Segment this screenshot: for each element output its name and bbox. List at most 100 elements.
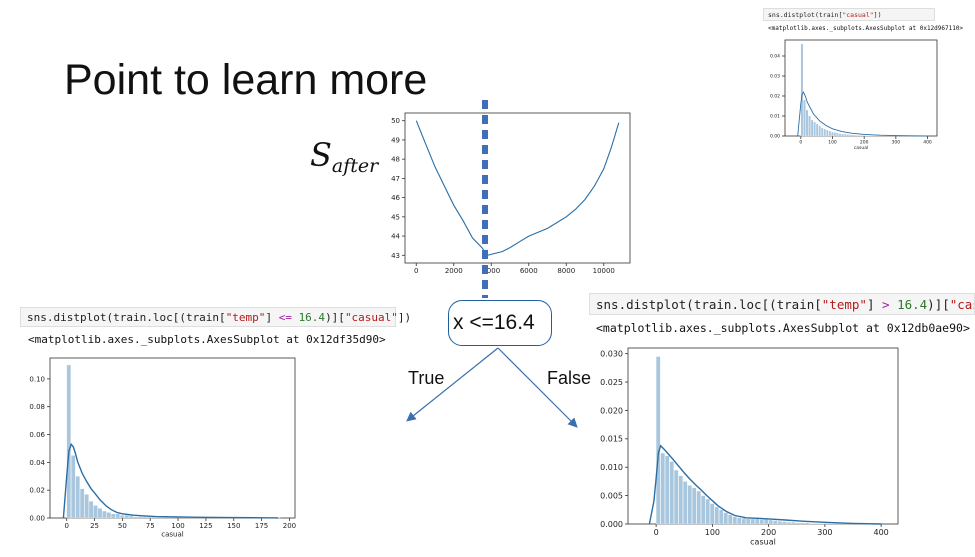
code-right-part-2: ] <box>866 297 882 312</box>
y-tick-label: 46 <box>391 194 400 202</box>
x-tick-label: 400 <box>873 528 888 537</box>
hist-bar <box>853 134 857 137</box>
hist-bar <box>111 513 116 519</box>
x-tick-label: 200 <box>283 522 296 530</box>
false-branch-arrow <box>497 347 578 428</box>
hist-bar <box>810 119 814 137</box>
hist-bar <box>137 516 143 519</box>
hist-bar <box>768 519 773 525</box>
hist-bar <box>120 515 125 519</box>
y-tick-label: 0.08 <box>29 403 45 411</box>
hist-bar <box>79 488 85 519</box>
hist-bar <box>808 523 814 525</box>
y-tick-label: 0.00 <box>770 134 780 140</box>
hist-bar <box>732 516 737 525</box>
split-node: x <=16.4 <box>448 300 552 346</box>
hist-bar <box>687 485 692 525</box>
x-axis-label: casual <box>161 530 184 538</box>
hist-bar <box>772 520 778 525</box>
y-tick-label: 50 <box>391 117 400 125</box>
hist-bar <box>736 517 742 525</box>
x-tick-label: 0 <box>414 267 418 275</box>
code-cell-left: sns.distplot(train.loc[(train["temp"] <=… <box>20 307 411 327</box>
hist-bar <box>75 476 80 519</box>
hist-bar <box>142 516 147 519</box>
y-tick-label: 49 <box>391 136 400 144</box>
hist-bar <box>858 135 862 137</box>
y-tick-label: 47 <box>391 175 400 183</box>
code-cell-right: sns.distplot(train.loc[(train["temp"] > … <box>589 293 975 315</box>
kde-line <box>62 442 279 519</box>
y-tick-label: 0.04 <box>29 459 45 467</box>
hist-bar <box>709 503 715 525</box>
split-node-label: x <=16.4 <box>453 311 535 334</box>
plot-frame <box>404 112 631 264</box>
hist-bar <box>84 494 89 519</box>
hist-bar <box>817 523 823 525</box>
hist-bar <box>800 43 804 137</box>
hist-bar <box>660 452 665 525</box>
code-right-part-3: > <box>882 297 890 312</box>
hist-bar <box>718 509 724 525</box>
y-tick-label: 44 <box>391 233 400 241</box>
hist-bar <box>805 109 809 137</box>
hist-bar <box>146 516 152 519</box>
hist-bar <box>673 469 679 525</box>
y-tick-label: 0.01 <box>770 114 780 120</box>
hist-bar <box>700 495 706 525</box>
code-top-part-2: ]) <box>873 11 882 19</box>
hist-bar <box>754 518 760 525</box>
slide-title: Point to learn more <box>64 56 428 104</box>
x-tick-label: 75 <box>146 522 155 530</box>
hist-bar <box>815 123 819 137</box>
hist-bar <box>822 523 827 525</box>
y-tick-label: 48 <box>391 156 400 164</box>
x-tick-label: 6000 <box>520 267 538 275</box>
x-axis-label: casual <box>750 538 776 547</box>
x-tick-label: 200 <box>761 528 776 537</box>
y-tick-label: 0.010 <box>600 463 623 472</box>
hist-bar <box>841 133 844 137</box>
hist-bar <box>790 522 796 525</box>
y-tick-label: 0.03 <box>770 74 780 80</box>
hist-bar <box>750 518 755 525</box>
plot-frame <box>49 357 296 519</box>
code-right-part-1: "temp" <box>821 297 867 312</box>
hist-bar <box>799 522 805 525</box>
hist-bar <box>864 135 867 137</box>
hist-bar <box>813 121 816 137</box>
y-tick-label: 0.005 <box>600 491 623 500</box>
code-left-part-2: ] <box>265 311 279 324</box>
hist-bar <box>88 501 94 519</box>
kde-line <box>797 91 928 137</box>
x-tick-label: 200 <box>860 140 869 146</box>
casual-le-chart: 0 25 50 75 100 125 150 175 200 0.00 0.02 0.04 0.06 0.… <box>29 357 296 538</box>
code-right-output: <matplotlib.axes._subplots.AxesSubplot a… <box>596 321 970 335</box>
y-tick-label: 0.02 <box>770 94 780 100</box>
code-right-part-5: 16.4 <box>897 297 928 312</box>
x-tick-label: 10000 <box>593 267 615 275</box>
code-right-part-6: )][ <box>927 297 950 312</box>
tree-arrows <box>406 347 578 428</box>
hist-bar <box>727 514 733 525</box>
s-after-label: Safter <box>310 136 378 177</box>
x-tick-label: 100 <box>828 140 837 146</box>
x-tick-label: 4000 <box>482 267 500 275</box>
code-left-part-0: sns.distplot(train.loc[(train[ <box>27 311 226 324</box>
hist-bar <box>759 519 764 525</box>
s-after-chart: 0 2000 4000 6000 8000 10000 43 44 45 46 47 48 49 50 <box>391 112 631 275</box>
false-branch-label: False <box>547 368 592 388</box>
hist-bar <box>106 512 112 519</box>
hist-bar <box>691 487 697 525</box>
hist-bar <box>804 522 809 525</box>
hist-bar <box>851 134 854 137</box>
x-tick-label: 100 <box>705 528 720 537</box>
hist-bar <box>786 522 791 525</box>
hist-bar <box>102 510 107 519</box>
y-tick-label: 0.025 <box>600 378 623 387</box>
y-tick-label: 45 <box>391 213 400 221</box>
true-branch-label: True <box>408 368 445 388</box>
hist-bar <box>714 506 719 525</box>
code-left-part-5: 16.4 <box>298 311 326 324</box>
hist-bar <box>826 523 832 525</box>
